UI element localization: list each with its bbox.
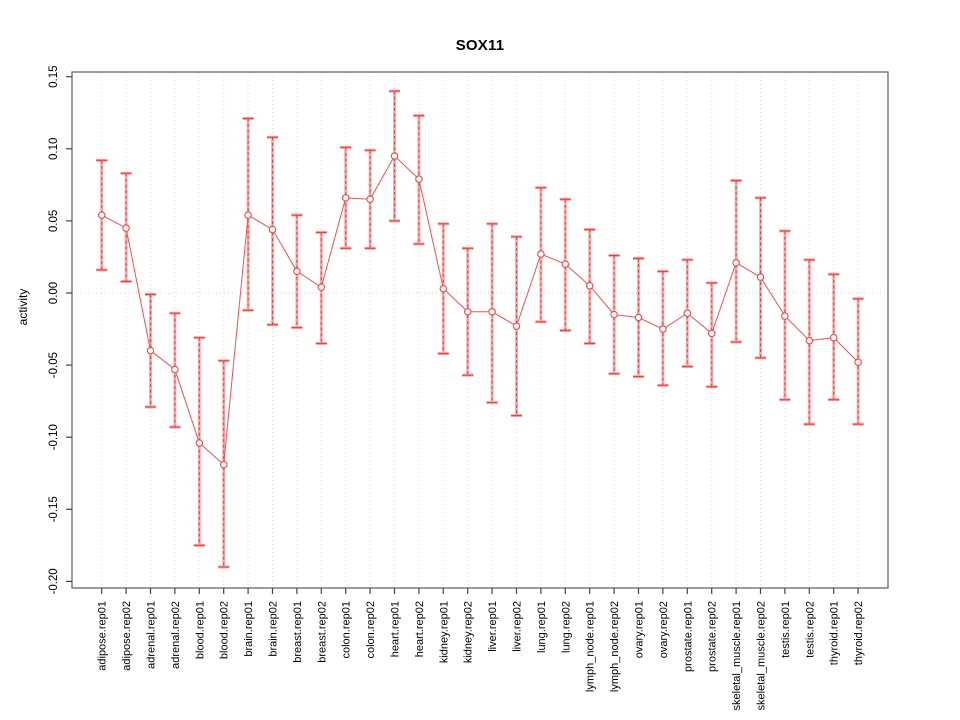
data-point <box>293 267 301 276</box>
data-point <box>561 260 570 268</box>
x-tick-label: blood.rep01 <box>194 601 206 659</box>
x-tick-label: adrenal.rep02 <box>170 601 182 669</box>
x-tick-label: liver.rep02 <box>512 601 524 652</box>
x-tick-label: breast.rep01 <box>292 601 304 663</box>
x-tick-label: skeletal_muscle.rep01 <box>731 601 743 710</box>
x-tick-label: breast.rep02 <box>316 601 328 663</box>
x-tick-label: lung.rep01 <box>536 601 548 653</box>
data-point <box>488 307 496 316</box>
data-point <box>146 346 155 355</box>
data-point <box>781 312 789 320</box>
data-point <box>415 175 423 183</box>
x-tick-label: colon.rep01 <box>341 601 353 659</box>
data-point <box>366 195 374 204</box>
x-tick-label: adipose.rep01 <box>97 601 109 671</box>
x-tick-label: lymph_node.rep02 <box>609 601 621 692</box>
y-tick-label: -0.15 <box>48 496 60 522</box>
data-point <box>756 273 765 281</box>
y-tick-label: 0.15 <box>48 66 60 88</box>
data-point <box>732 258 740 267</box>
data-point <box>683 309 692 317</box>
x-tick-label: heart.rep02 <box>414 601 426 657</box>
x-tick-label: lung.rep02 <box>560 601 572 653</box>
x-tick-label: kidney.rep01 <box>438 601 450 663</box>
data-point <box>537 250 545 258</box>
data-point <box>171 365 179 374</box>
x-tick-label: prostate.rep01 <box>682 601 694 672</box>
x-tick-label: kidney.rep02 <box>463 601 475 663</box>
data-point <box>97 211 106 219</box>
data-point <box>268 225 277 234</box>
data-point <box>390 152 399 160</box>
data-point <box>707 329 716 338</box>
x-tick-label: skeletal_muscle.rep02 <box>756 601 768 710</box>
x-tick-label: testis.rep02 <box>804 601 816 658</box>
x-tick-label: testis.rep01 <box>780 601 792 658</box>
x-tick-label: ovary.rep01 <box>634 601 646 658</box>
plot-box <box>71 71 889 589</box>
data-point <box>317 283 326 291</box>
y-tick-label: -0.20 <box>48 568 60 594</box>
data-point <box>219 460 228 469</box>
x-tick-label: adrenal.rep01 <box>146 601 158 669</box>
data-point <box>122 224 130 232</box>
data-point <box>634 313 643 322</box>
data-point <box>805 336 814 345</box>
x-tick-label: blood.rep02 <box>219 601 231 659</box>
x-tick-label: lymph_node.rep01 <box>585 601 597 692</box>
series-line <box>101 155 859 466</box>
data-point <box>195 439 204 447</box>
data-point <box>854 358 862 366</box>
x-tick-label: liver.rep01 <box>487 601 499 652</box>
x-tick-label: colon.rep02 <box>365 601 377 659</box>
x-tick-label: thyroid.rep01 <box>829 601 841 665</box>
x-tick-label: thyroid.rep02 <box>853 601 865 665</box>
data-point <box>512 322 521 330</box>
chart-title: SOX11 <box>455 37 505 54</box>
y-tick-label: 0.10 <box>48 138 60 160</box>
y-tick-label: 0.05 <box>48 210 60 232</box>
x-tick-label: brain.rep02 <box>268 601 280 657</box>
data-point <box>585 282 594 290</box>
y-tick-label: -0.10 <box>48 424 60 450</box>
x-tick-label: heart.rep01 <box>390 601 402 657</box>
data-point <box>659 325 667 333</box>
data-point <box>244 211 252 219</box>
data-point <box>829 333 838 342</box>
data-point <box>439 284 448 293</box>
data-point <box>610 310 618 319</box>
x-tick-label: ovary.rep02 <box>658 601 670 658</box>
x-tick-label: adipose.rep02 <box>121 601 133 671</box>
x-tick-label: brain.rep01 <box>243 601 255 657</box>
data-point <box>463 307 472 316</box>
data-point <box>341 194 350 202</box>
y-tick-label: 0.00 <box>48 282 60 304</box>
y-tick-label: -0.05 <box>48 352 60 378</box>
x-tick-label: prostate.rep02 <box>707 601 719 672</box>
